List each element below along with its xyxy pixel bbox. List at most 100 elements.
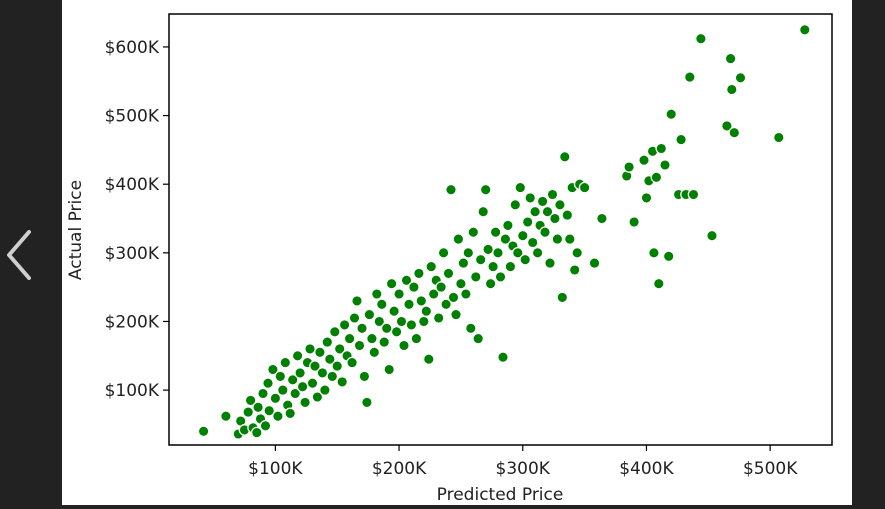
- data-point: [296, 380, 309, 393]
- data-point: [623, 161, 635, 173]
- y-tick-label: $100K: [105, 381, 160, 401]
- data-point: [368, 346, 381, 359]
- data-point: [539, 226, 551, 239]
- data-point: [563, 233, 576, 245]
- data-point: [519, 253, 532, 266]
- data-point: [652, 277, 665, 290]
- data-point: [467, 226, 480, 239]
- data-point: [415, 295, 428, 307]
- data-point: [529, 205, 541, 218]
- data-point: [544, 257, 556, 269]
- data-point: [393, 288, 405, 300]
- data-point: [427, 288, 440, 300]
- data-point: [455, 277, 467, 290]
- data-point: [504, 260, 517, 273]
- data-point: [546, 188, 559, 201]
- data-point: [502, 219, 514, 232]
- data-point: [263, 404, 276, 417]
- data-point: [628, 216, 640, 228]
- data-point: [259, 419, 272, 432]
- data-point: [662, 250, 675, 263]
- data-point: [549, 212, 561, 225]
- data-point: [366, 332, 378, 345]
- data-point: [321, 336, 334, 348]
- data-point: [353, 339, 366, 352]
- data-point: [695, 32, 707, 45]
- y-axis-label: Actual Price: [66, 180, 86, 280]
- data-point: [267, 363, 279, 376]
- data-point: [425, 260, 438, 273]
- data-point: [551, 233, 564, 245]
- data-point: [378, 336, 391, 348]
- chevron-left-icon: [7, 230, 31, 280]
- data-point: [706, 229, 718, 242]
- data-point: [343, 332, 356, 345]
- data-point: [477, 205, 490, 218]
- y-tick-label: $200K: [105, 312, 160, 332]
- data-point: [687, 188, 700, 201]
- data-point: [462, 246, 475, 259]
- data-point: [514, 181, 527, 194]
- left-frame: [0, 0, 62, 505]
- data-point: [338, 319, 351, 331]
- data-point: [435, 281, 447, 293]
- data-point: [276, 384, 289, 396]
- data-point: [450, 308, 462, 321]
- data-point: [363, 308, 376, 321]
- data-point: [304, 343, 316, 355]
- data-point: [511, 246, 524, 259]
- data-point: [524, 192, 537, 204]
- x-axis: $100K $200K $300K $400K $500K: [248, 445, 798, 479]
- data-point: [497, 351, 509, 364]
- data-point: [346, 356, 358, 369]
- data-point: [274, 370, 287, 383]
- data-point: [380, 322, 393, 335]
- data-point: [395, 315, 408, 328]
- data-point: [348, 312, 361, 324]
- data-point: [487, 260, 499, 273]
- data-point: [333, 343, 346, 355]
- data-point: [554, 198, 566, 211]
- data-point: [323, 353, 336, 366]
- data-point: [351, 295, 363, 307]
- data-point: [474, 253, 487, 266]
- data-point: [725, 83, 738, 96]
- data-point: [499, 233, 512, 245]
- data-point: [361, 396, 373, 409]
- data-point: [531, 246, 544, 259]
- data-point: [516, 229, 529, 242]
- data-point: [242, 406, 255, 418]
- data-point: [410, 332, 423, 345]
- data-point: [638, 154, 650, 167]
- data-point: [728, 126, 741, 139]
- data-point: [648, 246, 660, 259]
- y-tick-label: $300K: [105, 244, 160, 264]
- data-point: [640, 192, 653, 204]
- data-point: [328, 325, 341, 338]
- data-point: [252, 401, 264, 414]
- previous-button[interactable]: [0, 225, 40, 285]
- data-point: [721, 120, 733, 132]
- data-point: [370, 288, 383, 300]
- data-point: [536, 195, 549, 208]
- data-point: [665, 108, 678, 121]
- x-tick-label: $300K: [496, 459, 551, 479]
- y-tick-label: $500K: [105, 107, 160, 127]
- data-point: [356, 322, 368, 335]
- data-point: [289, 387, 302, 400]
- data-point: [479, 183, 492, 196]
- x-tick-label: $500K: [743, 459, 798, 479]
- data-point: [286, 373, 299, 386]
- data-point: [269, 392, 282, 405]
- data-point: [482, 243, 494, 256]
- data-point: [509, 198, 522, 211]
- x-tick-label: $200K: [372, 459, 427, 479]
- data-point: [568, 264, 581, 276]
- data-point: [484, 277, 497, 290]
- data-point: [279, 356, 292, 369]
- data-point: [494, 271, 507, 283]
- data-point: [596, 212, 608, 225]
- data-point: [385, 277, 398, 290]
- data-point: [400, 274, 413, 287]
- data-point: [655, 142, 668, 155]
